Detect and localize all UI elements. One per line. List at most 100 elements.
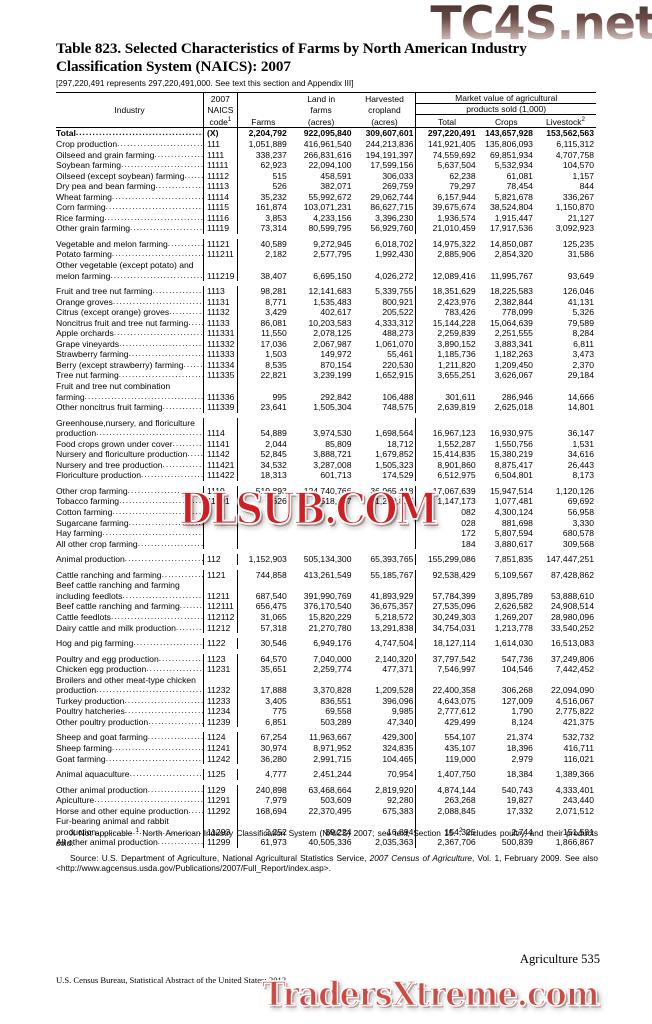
cell-land: 22,370,495 [308, 805, 352, 816]
cell-harvested: 748,575 [382, 402, 414, 413]
table-row: Vegetable and melon farming ............… [56, 238, 596, 250]
table-row: melon farming ..........................… [56, 270, 596, 282]
row-naics-code: 11113 [203, 181, 238, 192]
cell-farms: 23,641 [260, 402, 287, 413]
row-naics-code: 1122 [203, 638, 238, 649]
cell-total: 1,936,574 [415, 212, 478, 224]
cell-total: 141,921,405 [415, 138, 478, 150]
cell-crops: 1,550,756 [494, 438, 533, 449]
footnote-x-text: X Not applicable [70, 827, 136, 838]
cell-farms: 22,821 [260, 370, 287, 381]
table-row: Oilseed (except soybean) farming .......… [56, 170, 596, 182]
cell-land: 2,451,244 [313, 769, 352, 780]
dot-leader: ........................................… [172, 438, 203, 448]
table-row: Dairy cattle and milk production .......… [56, 622, 596, 634]
cell-land [289, 539, 354, 550]
row-naics-code: 1124 [203, 732, 238, 743]
cell-land: 2,078,125 [313, 328, 352, 339]
cell-crops: 4,300,124 [494, 507, 533, 518]
cell-farms: 64,570 [260, 653, 287, 664]
table-row: Chicken egg production .................… [56, 664, 596, 675]
cell-crops: 1,209,450 [494, 359, 533, 370]
table-body: Total ..................................… [56, 127, 596, 848]
cell-total: 172 [415, 528, 478, 539]
cell-crops: 127,009 [501, 695, 533, 706]
table-row: Cattle ranching and farming ............… [56, 569, 596, 581]
row-label: Broilers and other meat-type chicken [56, 675, 204, 686]
cell-total: 1,147,173 [415, 496, 478, 508]
cell-crops [478, 418, 535, 429]
cell-total: 3,655,251 [415, 370, 478, 382]
cell-land: 4,233,156 [313, 212, 352, 223]
table-row: Orange groves ..........................… [56, 296, 596, 308]
table-row: Turkey production ......................… [56, 695, 596, 707]
cell-total: 1,211,820 [415, 359, 478, 371]
row-naics-code: 11211 [203, 590, 238, 602]
cell-farms: 519,893 [255, 485, 287, 496]
row-naics-code: 11292 [203, 805, 238, 817]
cell-harvested: 55,185,767 [370, 569, 414, 580]
table-header: Industry 2007 Land in Harvested Market v… [56, 92, 596, 128]
table-row: Fur-bearing animal and rabbit [56, 816, 596, 827]
row-naics-code: 11119 [203, 223, 238, 234]
cell-crops: 500,839 [501, 837, 533, 848]
cell-land: 6,695,150 [313, 270, 352, 281]
cell-total: 14,975,322 [415, 238, 478, 250]
table-row: Nursery and tree production ............… [56, 459, 596, 471]
dot-leader: ........................................… [141, 470, 203, 480]
header-market-value-line1: Market value of agricultural [415, 92, 596, 105]
row-label: Oilseed and grain farming ..............… [56, 150, 204, 161]
cell-farms: 775 [272, 706, 287, 717]
dot-leader: ........................................… [161, 569, 203, 579]
cell-harvested: 205,522 [382, 307, 414, 318]
cell-total: 1,407,750 [415, 769, 478, 780]
row-naics-code: 1114 [203, 428, 238, 439]
cell-total: 34,754,031 [415, 622, 478, 634]
cell-farms: 62,923 [260, 160, 287, 171]
row-naics-code: 111334 [203, 359, 238, 371]
cell-livestock: 1,120,126 [555, 485, 594, 496]
row-label: Sugarcane farming ......................… [56, 518, 204, 529]
row-label-text: Hog and pig farming [56, 638, 134, 649]
header-harvested-line1: Harvested [365, 93, 404, 104]
row-naics-code [203, 816, 238, 827]
row-naics-code [203, 381, 238, 392]
cell-harvested: 194,191,397 [365, 149, 414, 160]
cell-farms [237, 260, 289, 271]
cell-crops: 2,979 [511, 753, 533, 764]
table-row: Strawberry farming .....................… [56, 349, 596, 360]
table-footnotes: X Not applicable 1 North American Indust… [56, 826, 598, 873]
table-row: Animal aquaculture .....................… [56, 769, 596, 780]
cell-crops: 78,454 [506, 181, 533, 192]
row-label-text: Rice farming [56, 212, 105, 223]
cell-harvested: 2,140,320 [375, 653, 414, 664]
cell-land: 1,535,483 [313, 296, 352, 307]
cell-livestock: 243,440 [562, 795, 594, 806]
row-label: Total ..................................… [56, 128, 204, 139]
cell-farms: 61,973 [260, 837, 287, 848]
cell-crops: 286,946 [501, 391, 533, 402]
table-row: production .............................… [56, 428, 596, 439]
cell-total: 4,874,144 [415, 784, 478, 796]
row-label-text: Grape vineyards [56, 338, 120, 349]
cell-land: 40,505,336 [308, 837, 352, 848]
row-label: Chicken egg production .................… [56, 664, 204, 675]
dot-leader: ........................................… [188, 805, 203, 815]
row-naics-code: 11242 [203, 753, 238, 765]
cell-farms: 656,475 [255, 601, 287, 612]
row-label: Rice farming ...........................… [56, 213, 204, 224]
cell-livestock: 1,389,366 [555, 769, 594, 780]
cell-livestock: 33,540,252 [550, 622, 594, 633]
cell-harvested: 3,396,230 [375, 212, 414, 223]
row-label-text: Greenhouse,nursery, and floriculture [56, 417, 195, 428]
row-naics-code: 11293 [203, 826, 238, 838]
cell-livestock: 14,801 [567, 402, 594, 413]
row-naics-code: 11131 [203, 296, 238, 308]
row-label-text: Apple orchards [56, 328, 114, 339]
dot-leader: ........................................… [183, 359, 203, 369]
cell-farms: 8,535 [265, 359, 287, 370]
dot-leader: ........................................… [158, 653, 203, 663]
cell-farms: 7,979 [265, 795, 287, 806]
table-row: Potato farming .........................… [56, 249, 596, 260]
row-label-text: Dry pea and bean farming [56, 181, 156, 192]
